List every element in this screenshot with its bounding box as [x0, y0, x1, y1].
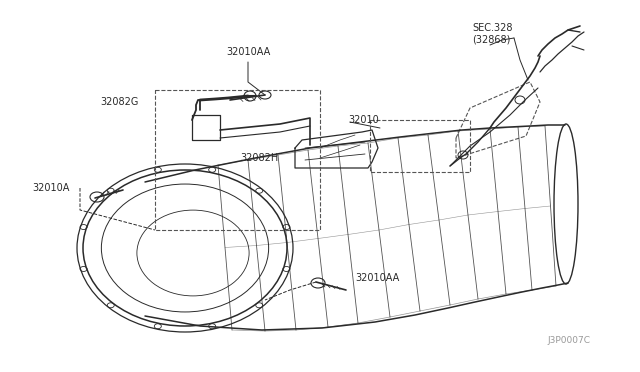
- Text: 32010: 32010: [348, 115, 379, 125]
- Text: 32010A: 32010A: [32, 183, 69, 193]
- Text: 32082G: 32082G: [100, 97, 138, 107]
- Text: 32010AA: 32010AA: [226, 47, 270, 57]
- Bar: [155, 90, 320, 230]
- Bar: [370, 120, 470, 172]
- Text: J3P0007C: J3P0007C: [547, 336, 590, 345]
- Text: SEC.328
(32868): SEC.328 (32868): [472, 23, 513, 45]
- Text: 32010AA: 32010AA: [355, 273, 399, 283]
- Text: 32082H: 32082H: [240, 153, 278, 163]
